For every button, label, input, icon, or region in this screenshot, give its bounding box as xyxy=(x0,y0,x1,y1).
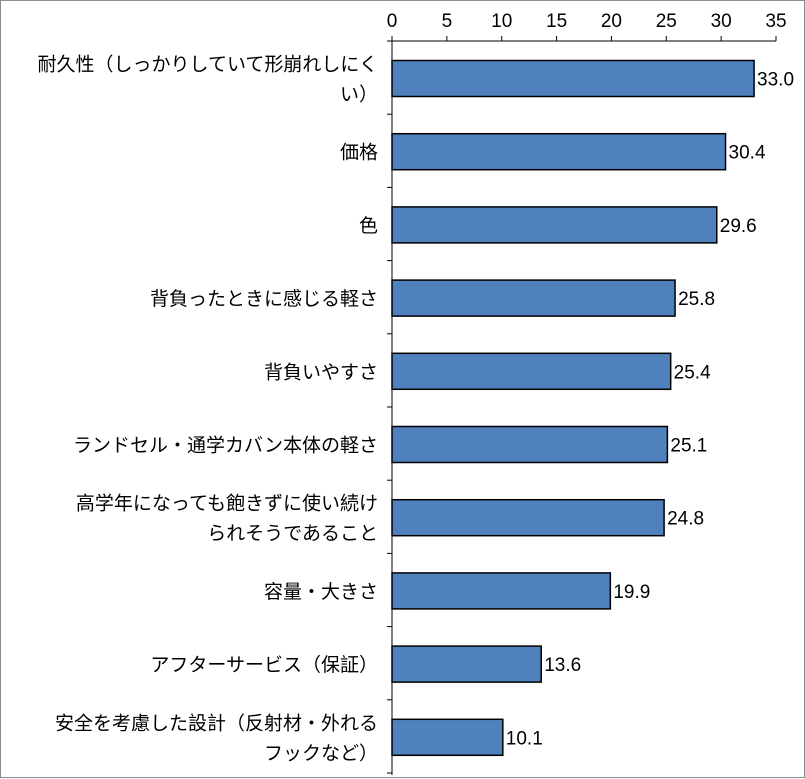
category-label: フックなど） xyxy=(264,742,378,764)
x-tick-label: 25 xyxy=(656,11,677,32)
category-label: 耐久性（しっかりしていて形崩れしにく xyxy=(38,54,378,76)
bar xyxy=(391,279,676,317)
category-label: 安全を考慮した設計（反射材・外れる xyxy=(55,712,378,734)
x-tick-label: 20 xyxy=(601,11,622,32)
data-label: 25.1 xyxy=(670,436,707,457)
x-tick-label: 15 xyxy=(546,11,567,32)
category-label: 背負ったときに感じる軽さ xyxy=(150,288,378,310)
data-label: 19.9 xyxy=(613,582,650,603)
category-label: アフターサービス（保証） xyxy=(150,654,378,676)
bar xyxy=(391,206,718,244)
x-tick-label: 0 xyxy=(387,11,398,32)
data-label: 24.8 xyxy=(667,509,704,530)
category-label: ランドセル・通学カバン本体の軽さ xyxy=(73,435,378,457)
bar xyxy=(391,59,755,98)
category-label: 容量・大きさ xyxy=(264,581,378,603)
x-tick-label: 5 xyxy=(442,11,453,32)
category-label: 背負いやすさ xyxy=(264,361,378,383)
x-tick-label: 30 xyxy=(711,11,732,32)
bar xyxy=(391,718,504,757)
category-label: 高学年になっても飽きずに使い続け xyxy=(76,493,378,515)
data-label: 30.4 xyxy=(729,143,766,164)
data-label: 13.6 xyxy=(544,655,581,676)
data-label: 29.6 xyxy=(720,216,757,237)
bar xyxy=(391,425,669,464)
bar xyxy=(391,498,665,537)
x-tick-label: 35 xyxy=(765,11,786,32)
bar xyxy=(391,132,727,171)
data-label: 25.4 xyxy=(674,362,711,383)
x-tick-label: 10 xyxy=(491,11,512,32)
category-label: い） xyxy=(340,84,378,106)
bar xyxy=(391,572,612,610)
bar xyxy=(391,352,672,391)
bar xyxy=(391,645,542,683)
category-label: 価格 xyxy=(340,142,378,164)
data-label: 25.8 xyxy=(678,289,715,310)
category-label: 色 xyxy=(359,215,378,237)
data-label: 33.0 xyxy=(757,70,794,91)
category-label: られそうであること xyxy=(207,523,378,545)
data-label: 10.1 xyxy=(506,728,543,749)
